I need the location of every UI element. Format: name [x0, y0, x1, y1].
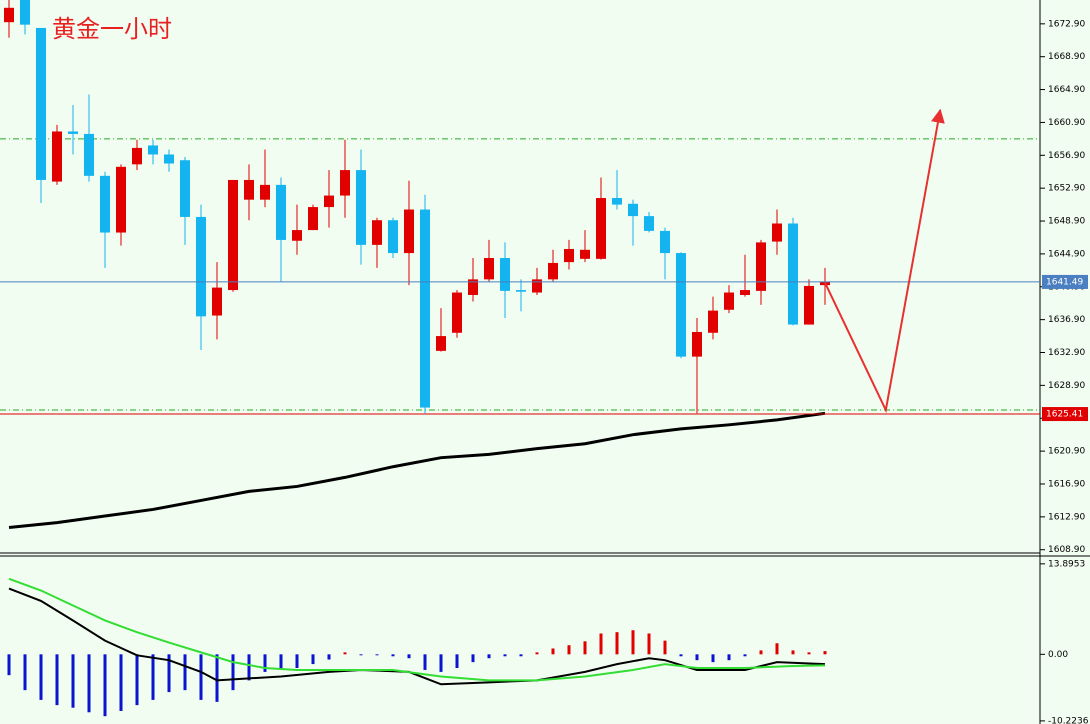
candle-body	[388, 220, 398, 254]
candle-body	[340, 170, 350, 196]
candle-body	[148, 145, 158, 155]
candle-body	[100, 175, 110, 233]
y-tick-label: 1660.90	[1048, 118, 1085, 128]
candle-body	[612, 198, 622, 205]
candle-body	[436, 336, 446, 351]
y-tick-label: 1656.90	[1048, 151, 1085, 161]
candle-body	[116, 166, 126, 233]
candle-body	[308, 207, 318, 231]
candle-body	[468, 279, 478, 295]
price-label-box	[1042, 407, 1088, 422]
candle-body	[580, 249, 590, 259]
candle-body	[676, 253, 686, 357]
candle-body	[756, 242, 766, 291]
candle-body	[260, 184, 270, 200]
candle-body	[596, 198, 606, 259]
y-tick-label: 1628.90	[1048, 381, 1085, 391]
candle-body	[356, 170, 366, 245]
candle-body	[196, 216, 206, 317]
candle-body	[564, 248, 574, 263]
y-tick-label: 1668.90	[1048, 52, 1085, 62]
candle-body	[68, 131, 78, 134]
candle-body	[404, 209, 414, 254]
candle-body	[132, 147, 142, 165]
y-tick-label: 1636.90	[1048, 315, 1085, 325]
y-tick-label: 1616.90	[1048, 479, 1085, 489]
projection-arrow	[824, 108, 945, 414]
candle-body	[244, 179, 254, 200]
candle-body	[164, 154, 174, 164]
candle-body	[52, 131, 62, 182]
y-tick-label: 1620.90	[1048, 447, 1085, 457]
candle-body	[4, 7, 14, 23]
y-tick-label: 13.8953	[1048, 559, 1085, 569]
y-tick-label: -10.2236	[1048, 716, 1089, 724]
candle-body	[788, 223, 798, 325]
y-tick-label: 0.00	[1048, 650, 1068, 660]
chart-title: 黄金一小时	[52, 15, 172, 43]
candle-body	[228, 179, 238, 291]
candle-body	[500, 258, 510, 291]
candle-body	[372, 220, 382, 245]
y-tick-label: 1648.90	[1048, 217, 1085, 227]
candle-body	[708, 310, 718, 333]
price-label: 1625.41	[1046, 410, 1083, 420]
candle-body	[452, 292, 462, 333]
y-tick-label: 1612.90	[1048, 512, 1085, 522]
y-tick-label: 1672.90	[1048, 19, 1085, 29]
y-tick-label: 1664.90	[1048, 85, 1085, 95]
candle-body	[36, 27, 46, 180]
candle-body	[20, 0, 30, 25]
price-label-box	[1042, 274, 1088, 289]
candle-body	[420, 209, 430, 408]
candle-body	[180, 160, 190, 217]
candle-body	[804, 285, 814, 325]
candle-body	[532, 279, 542, 293]
candle-body	[740, 290, 750, 295]
candle-body	[692, 331, 702, 357]
candle-body	[724, 292, 734, 310]
candle-body	[324, 195, 334, 208]
moving-average	[8, 411, 826, 530]
candle-body	[548, 262, 558, 280]
candle-body	[484, 258, 494, 280]
candle-body	[292, 230, 302, 241]
candle-body	[516, 290, 526, 292]
candle-body	[660, 230, 670, 254]
macd-line	[8, 577, 826, 682]
candle-body	[276, 184, 286, 240]
y-tick-label: 1632.90	[1048, 348, 1085, 358]
y-tick-label: 1644.90	[1048, 249, 1085, 259]
price-label: 1641.49	[1046, 277, 1083, 287]
candle-body	[628, 203, 638, 217]
candle-body	[644, 216, 654, 231]
candle-body	[212, 287, 222, 316]
y-tick-label: 1652.90	[1048, 184, 1085, 194]
candle-body	[84, 133, 94, 176]
y-tick-label: 1608.90	[1048, 545, 1085, 555]
candle-body	[772, 223, 782, 242]
